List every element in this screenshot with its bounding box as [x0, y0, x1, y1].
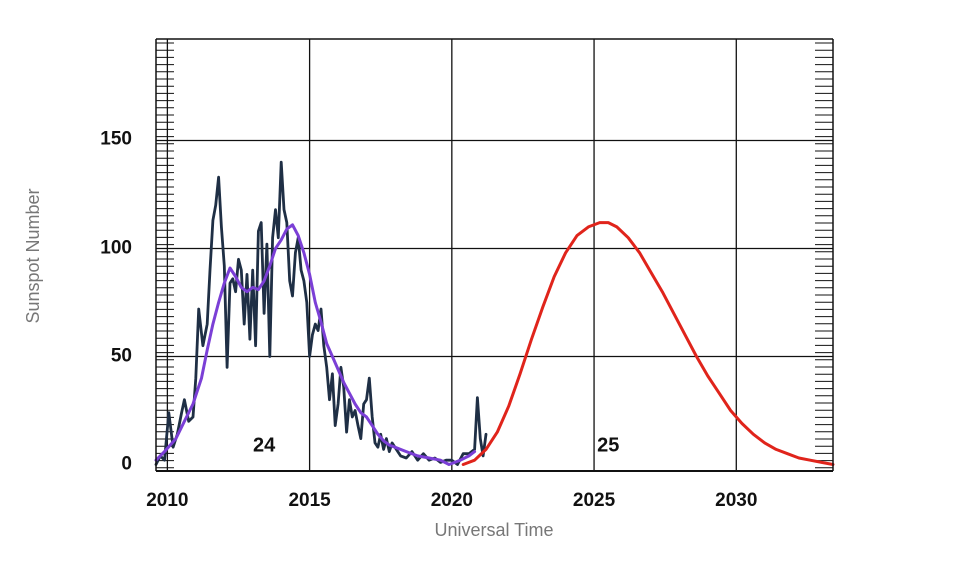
x-tick-label-4: 2030 — [715, 490, 757, 511]
plot-frame — [155, 38, 834, 472]
y-axis-title: Sunspot Number — [23, 188, 43, 323]
series-line-monthly — [154, 160, 488, 466]
y-tick-label-1: 50 — [111, 346, 132, 367]
series-layer — [154, 160, 835, 466]
cycle-label-1: 25 — [597, 434, 619, 456]
y-tick-label-3: 150 — [100, 129, 132, 150]
x-tick-label-1: 2015 — [288, 490, 331, 511]
x-tick-label-2: 2020 — [431, 490, 473, 511]
x-axis-title: Universal Time — [434, 520, 553, 540]
y-tick-label-2: 100 — [100, 238, 132, 259]
series-line-predicted — [461, 221, 835, 466]
label-layer: 2010 2015 2020 2025 2030 0 50 100 150 24 25 — [100, 129, 757, 511]
cycle-label-0: 24 — [253, 434, 276, 456]
y-tick-label-0: 0 — [121, 454, 132, 475]
x-tick-label-3: 2025 — [573, 490, 616, 511]
series-line-smoothed — [154, 223, 477, 466]
x-tick-label-0: 2010 — [146, 490, 188, 511]
